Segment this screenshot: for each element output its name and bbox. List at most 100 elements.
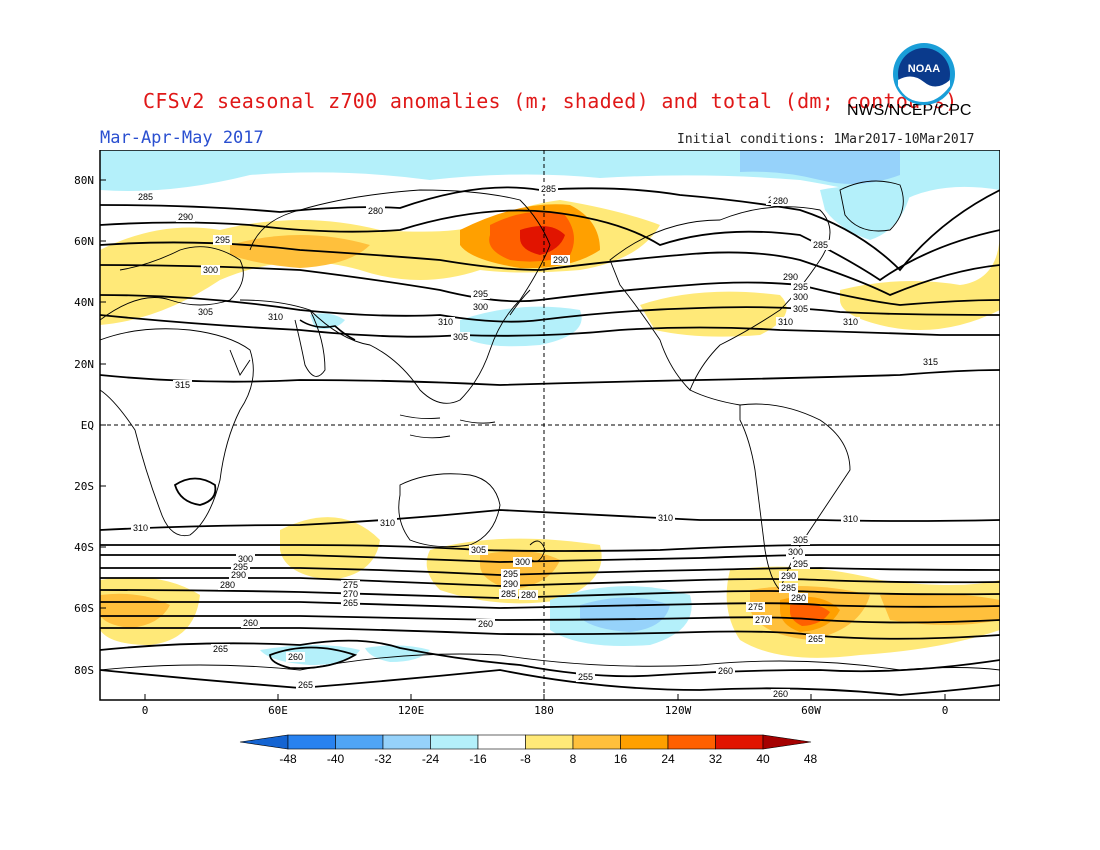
contour-label-bg bbox=[791, 535, 810, 545]
contour-label: 310 bbox=[438, 317, 453, 327]
contour-label-bg bbox=[471, 302, 490, 312]
contour-label: 280 bbox=[773, 196, 788, 206]
colorbar-arrow-right bbox=[762, 734, 812, 750]
contour-label-bg bbox=[218, 580, 237, 590]
contour-label: 280 bbox=[791, 593, 806, 603]
contour-label: 265 bbox=[808, 634, 823, 644]
contour-label: 300 bbox=[788, 547, 803, 557]
contour-label: 310 bbox=[778, 317, 793, 327]
contour-label-bg bbox=[341, 580, 360, 590]
contour-label-bg bbox=[236, 554, 255, 564]
contour-label: 260 bbox=[243, 618, 258, 628]
contour-label-bg bbox=[366, 206, 385, 216]
contour-label: 315 bbox=[175, 380, 190, 390]
contour-label: 280 bbox=[368, 206, 383, 216]
contour-label: 290 bbox=[231, 570, 246, 580]
contour-label-bg bbox=[471, 289, 490, 299]
height-contours bbox=[100, 186, 1000, 696]
contour-label-bg bbox=[451, 332, 470, 342]
lon-tick-label: 180 bbox=[534, 704, 554, 717]
contour-label: 305 bbox=[793, 304, 808, 314]
contour-label: 310 bbox=[133, 523, 148, 533]
contour-label: 285 bbox=[781, 583, 796, 593]
contour-label: 285 bbox=[541, 184, 556, 194]
colorbar-tick-label: -40 bbox=[327, 752, 345, 766]
colorbar-tick-label: 16 bbox=[614, 752, 628, 766]
contour-label: 305 bbox=[453, 332, 468, 342]
contour-label: 295 bbox=[233, 562, 248, 572]
contour-label-bg bbox=[476, 619, 495, 629]
contour-label-bg bbox=[231, 562, 250, 572]
contour-label-bg bbox=[791, 304, 810, 314]
contour-label: 285 bbox=[501, 589, 516, 599]
contour-label-bg bbox=[791, 292, 810, 302]
lat-tick-label: 20S bbox=[74, 480, 94, 493]
contour-label-bg bbox=[173, 380, 192, 390]
contour-label: 315 bbox=[923, 357, 938, 367]
colorbar-cell bbox=[572, 734, 621, 750]
lat-tick-label: 20N bbox=[74, 358, 94, 371]
contour-label-bg bbox=[789, 593, 808, 603]
contour-label: 285 bbox=[138, 192, 153, 202]
reference-lines bbox=[100, 150, 1000, 700]
contour-label: 305 bbox=[471, 545, 486, 555]
contour-label-bg bbox=[436, 317, 455, 327]
lon-tick-label: 60E bbox=[268, 704, 288, 717]
contour-label-bg bbox=[136, 192, 155, 202]
contour-label: 295 bbox=[215, 235, 230, 245]
contour-label: 295 bbox=[503, 569, 518, 579]
contour-label: 310 bbox=[658, 513, 673, 523]
contour-label-bg bbox=[341, 589, 360, 599]
contour-label-bg bbox=[539, 184, 558, 194]
contour-label-bg bbox=[771, 196, 790, 206]
lat-tick-label: EQ bbox=[81, 419, 94, 432]
contour-label: 290 bbox=[178, 212, 193, 222]
contour-label-bg bbox=[176, 212, 195, 222]
contour-label: 280 bbox=[220, 580, 235, 590]
colorbar-cell bbox=[335, 734, 384, 750]
contour-label: 310 bbox=[268, 312, 283, 322]
contour-label: 300 bbox=[793, 292, 808, 302]
contour-label-bg bbox=[551, 255, 570, 265]
contour-label-bg bbox=[753, 615, 772, 625]
colorbar-cell bbox=[477, 734, 526, 750]
contour-label-bg bbox=[501, 569, 520, 579]
contour-label: 285 bbox=[813, 240, 828, 250]
contour-label-bg bbox=[921, 357, 940, 367]
contour-label-bg bbox=[469, 545, 488, 555]
colorbar-tick-label: 24 bbox=[661, 752, 675, 766]
colorbar: -48 -40 -32 -24 -16 -8 8 16 24 32 40 48 bbox=[239, 734, 817, 766]
contour-label: 275 bbox=[748, 602, 763, 612]
contour-label-bg bbox=[779, 571, 798, 581]
contour-label: 300 bbox=[515, 557, 530, 567]
contour-label-bg bbox=[519, 590, 538, 600]
colorbar-arrow-left bbox=[239, 734, 289, 750]
contour-label: 275 bbox=[343, 580, 358, 590]
lon-tick-label: 0 bbox=[942, 704, 949, 717]
colorbar-cell bbox=[430, 734, 479, 750]
initial-conditions-label: Initial conditions: 1Mar2017-10Mar2017 bbox=[677, 132, 975, 147]
contour-label: 290 bbox=[783, 272, 798, 282]
contour-label: 260 bbox=[478, 619, 493, 629]
contour-label-bg bbox=[513, 557, 532, 567]
map-panel: 2852802852802902953003053103152902953003… bbox=[74, 150, 1000, 717]
contour-label-bg bbox=[779, 583, 798, 593]
contour-label: 265 bbox=[298, 680, 313, 690]
contour-label-bg bbox=[781, 272, 800, 282]
contour-label-bg bbox=[771, 689, 790, 699]
contour-label-bg bbox=[806, 634, 825, 644]
lat-tick-label: 40S bbox=[74, 541, 94, 554]
contour-label: 265 bbox=[213, 644, 228, 654]
contour-label-bg bbox=[576, 672, 595, 682]
colorbar-cell bbox=[382, 734, 431, 750]
contour-label: 305 bbox=[793, 535, 808, 545]
colorbar-tick-label: 32 bbox=[709, 752, 723, 766]
contour-label-bg bbox=[841, 317, 860, 327]
contour-label: 255 bbox=[578, 672, 593, 682]
lat-tick-label: 60N bbox=[74, 235, 94, 248]
logo-text: NOAA bbox=[908, 63, 940, 75]
noaa-logo-icon: NOAA bbox=[893, 43, 955, 105]
lat-tick-label: 80S bbox=[74, 664, 94, 677]
lat-tick-label: 60S bbox=[74, 602, 94, 615]
chart-title: CFSv2 seasonal z700 anomalies (m; shaded… bbox=[143, 89, 958, 113]
